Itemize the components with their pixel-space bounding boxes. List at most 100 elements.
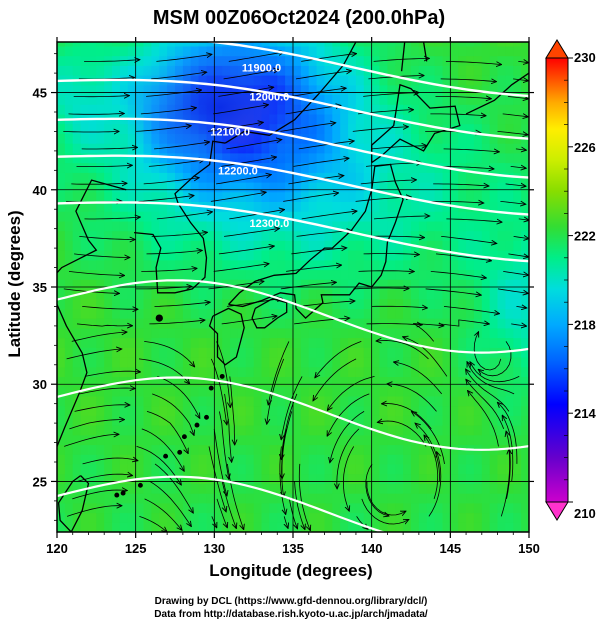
field-cell [521, 444, 529, 455]
x-tick-label: 130 [203, 541, 225, 556]
field-cell [411, 347, 420, 358]
field-cell [340, 376, 349, 387]
field-cell [379, 65, 388, 76]
field-cell [80, 454, 90, 465]
field-cell [458, 318, 467, 329]
field-cell [190, 463, 200, 475]
field-cell [316, 230, 326, 241]
field-cell [151, 493, 160, 504]
field-cell [230, 182, 239, 193]
field-cell [112, 152, 121, 164]
field-cell [88, 473, 97, 484]
field-cell [403, 502, 412, 514]
field-cell [442, 143, 451, 154]
streamline [435, 253, 491, 261]
field-cell [198, 288, 208, 300]
field-cell [332, 250, 341, 261]
field-cell [57, 250, 66, 261]
field-cell [489, 84, 499, 96]
field-cell [104, 522, 113, 532]
field-cell [513, 337, 522, 348]
field-cell [182, 434, 192, 446]
field-cell [214, 415, 223, 426]
field-cell [458, 75, 467, 86]
streamline [136, 286, 191, 289]
field-cell [308, 347, 318, 358]
field-cell [206, 182, 215, 193]
field-cell [348, 269, 357, 280]
field-cell [80, 318, 90, 329]
field-cell [513, 512, 522, 523]
field-cell [316, 454, 326, 465]
field-cell [348, 162, 357, 173]
field-cell [72, 395, 82, 407]
field-cell [473, 298, 483, 309]
field-cell [96, 259, 105, 271]
field-cell [513, 123, 522, 134]
field-cell [112, 162, 121, 173]
field-cell [285, 182, 294, 193]
field-cell [245, 454, 255, 465]
field-cell [324, 75, 333, 86]
field-cell [127, 318, 137, 329]
field-cell [308, 220, 318, 232]
field-cell [222, 357, 231, 368]
field-cell [175, 434, 184, 446]
field-cell [403, 143, 412, 154]
island-dot [177, 449, 183, 455]
field-cell [206, 463, 215, 475]
field-cell [198, 357, 208, 368]
field-cell [387, 308, 396, 319]
field-cell [80, 405, 90, 416]
streamline [76, 324, 132, 326]
field-cell [269, 386, 278, 397]
streamline [73, 96, 129, 97]
field-cell [230, 191, 239, 202]
field-cell [497, 94, 506, 105]
field-cell [64, 347, 74, 358]
field-cell [237, 357, 247, 368]
field-cell [458, 415, 467, 426]
streamline [218, 246, 274, 255]
field-cell [418, 522, 428, 532]
field-cell [253, 463, 263, 475]
field-cell [261, 220, 270, 232]
streamline [412, 412, 445, 464]
field-cell [198, 522, 208, 532]
field-cell [434, 191, 444, 202]
streamline [470, 362, 520, 383]
field-cell [395, 269, 404, 280]
field-cell [206, 230, 215, 241]
field-cell [403, 201, 412, 212]
streamline [146, 411, 188, 453]
field-cell [285, 337, 294, 348]
field-cell [332, 279, 341, 290]
field-cell [57, 463, 66, 475]
field-cell [269, 220, 278, 232]
streamline [443, 148, 499, 152]
streamline [518, 61, 528, 62]
field-cell [198, 395, 208, 407]
field-cell [473, 473, 483, 484]
field-cell [348, 463, 357, 475]
field-cell [57, 473, 66, 484]
field-cell [104, 65, 113, 76]
field-cell [411, 220, 420, 232]
field-cell [387, 415, 396, 426]
field-cell [521, 308, 529, 319]
field-cell [206, 211, 215, 222]
field-cell [411, 65, 420, 76]
field-cell [348, 201, 357, 212]
field-cell [466, 483, 475, 494]
field-cell [489, 191, 499, 202]
field-cell [230, 269, 239, 280]
field-cell [222, 269, 231, 280]
field-cell [513, 152, 522, 164]
field-cell [521, 386, 529, 397]
field-cell [167, 279, 176, 290]
field-cell [411, 376, 420, 387]
field-cell [458, 425, 467, 436]
field-cell [450, 75, 459, 86]
field-cell [64, 405, 74, 416]
field-cell [253, 444, 263, 455]
